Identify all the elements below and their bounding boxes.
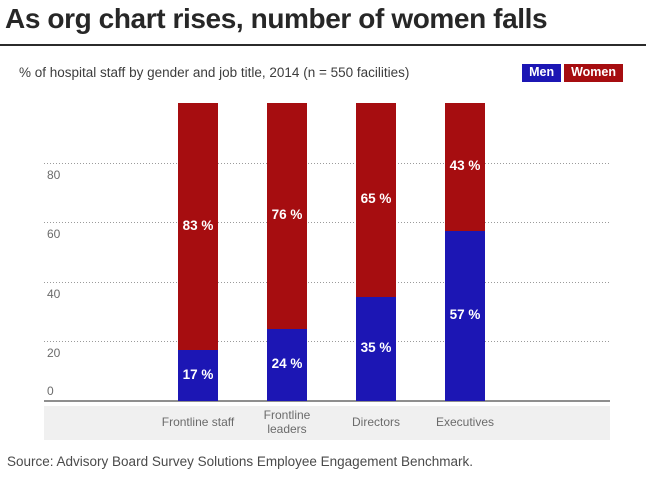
x-axis-band (44, 406, 610, 440)
chart-subtitle: % of hospital staff by gender and job ti… (19, 65, 410, 80)
category-label-frontline-leaders: Frontline leaders (263, 408, 311, 436)
bar-executives-women-segment (445, 103, 485, 232)
y-tick-label-0: 0 (47, 384, 54, 398)
category-label-frontline-staff: Frontline staff (161, 415, 235, 430)
value-label-men-frontline-staff: 17 % (182, 366, 214, 382)
bar-frontline-leaders-women-segment (267, 103, 307, 330)
legend-item-women: Women (564, 64, 623, 82)
title-underline (0, 44, 646, 46)
category-label-directors: Directors (351, 415, 400, 430)
gridline-60 (44, 222, 610, 224)
value-label-men-executives: 57 % (449, 307, 481, 323)
y-tick-label-20: 20 (47, 346, 61, 361)
bar-executives-men-segment (445, 231, 485, 401)
legend-item-men: Men (522, 64, 562, 82)
value-label-women-frontline-staff: 83 % (182, 217, 214, 233)
bar-directors-men-segment (356, 296, 396, 401)
y-tick-label-80: 80 (47, 167, 61, 182)
page-title: As org chart rises, number of women fall… (5, 3, 548, 34)
gridline-20 (44, 341, 610, 343)
y-tick-label-60: 60 (47, 227, 61, 242)
value-label-men-frontline-leaders: 24 % (271, 356, 303, 372)
value-label-women-executives: 43 % (449, 158, 481, 174)
x-axis-line (44, 400, 610, 402)
plot-area: 0 20 40 60 80 Frontline staff Frontline leader… (44, 103, 610, 440)
y-tick-label-40: 40 (47, 286, 61, 301)
bar-frontline-staff-men-segment (178, 350, 218, 401)
value-label-men-directors: 35 % (360, 339, 392, 355)
source-note: Source: Advisory Board Survey Solutions … (7, 454, 473, 469)
bar-frontline-leaders-men-segment (267, 329, 307, 401)
bar-directors-women-segment (356, 103, 396, 297)
gridline-40 (44, 281, 610, 283)
bar-frontline-staff-women-segment (178, 103, 218, 351)
legend: Men Women (522, 64, 623, 82)
gridline-80 (44, 162, 610, 164)
value-label-women-directors: 65 % (360, 190, 392, 206)
category-label-executives: Executives (435, 415, 495, 430)
value-label-women-frontline-leaders: 76 % (271, 207, 303, 223)
